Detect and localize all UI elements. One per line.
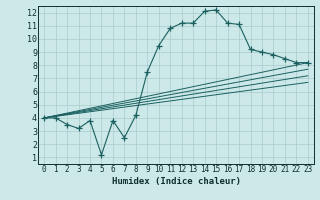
X-axis label: Humidex (Indice chaleur): Humidex (Indice chaleur) [111,177,241,186]
